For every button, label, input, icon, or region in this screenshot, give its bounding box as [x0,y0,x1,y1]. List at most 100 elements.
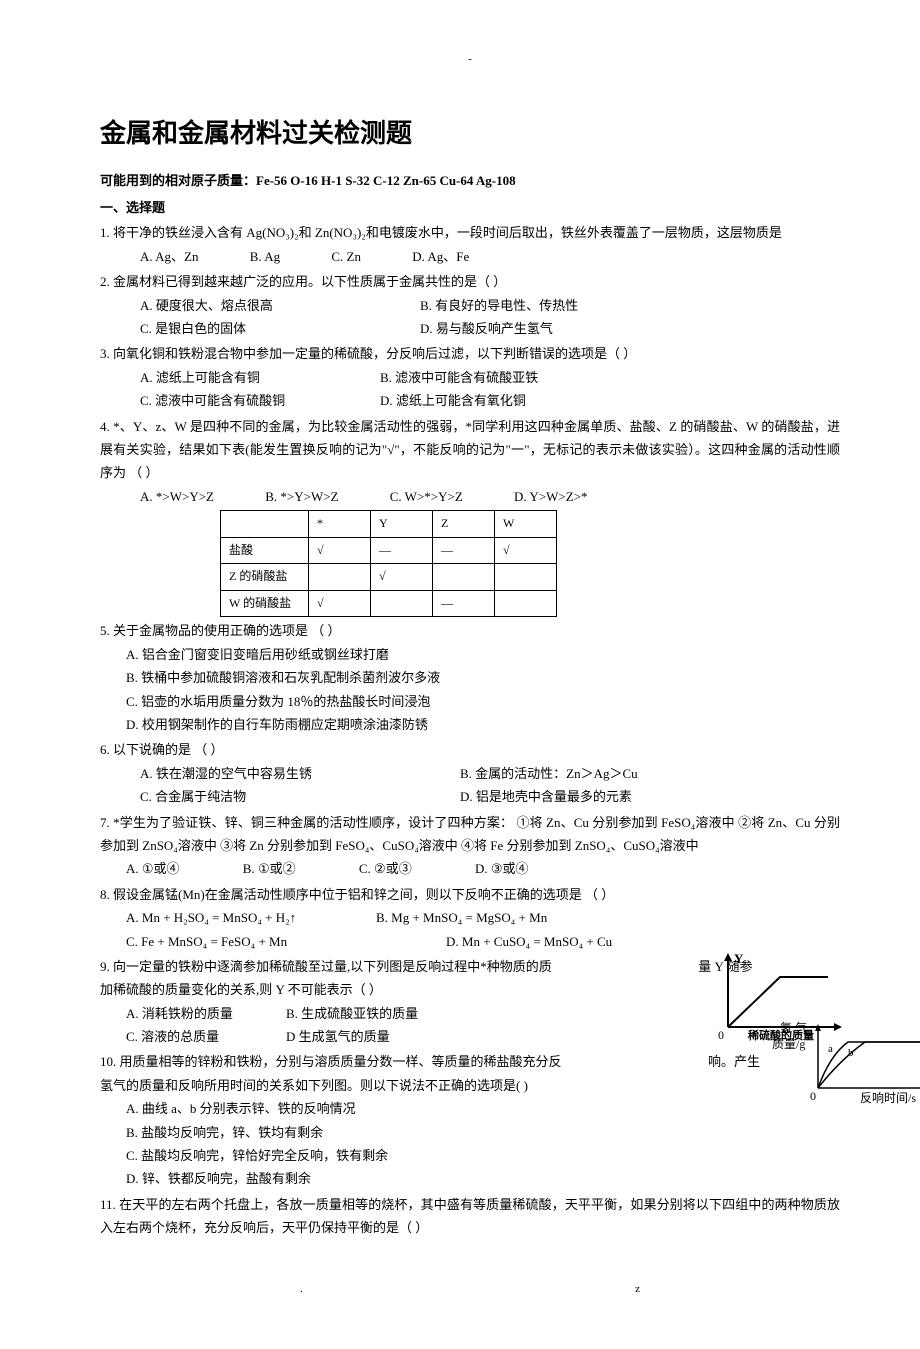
q4-opt-b: B. *>Y>W>Z [265,485,338,508]
q10-opt-d: D. 锌、铁都反响完，盐酸有剩余 [126,1167,840,1190]
q2-opt-b: B. 有良好的导电性、传热性 [420,294,700,317]
q1-opt-b: B. Ag [250,245,280,268]
q2-options: A. 硬度很大、熔点很高B. 有良好的导电性、传热性 C. 是银白色的固体D. … [100,294,840,341]
q1-text: 1. 将干净的铁丝浸入含有 Ag(NO₃)₂和 Zn(NO₃)₂和电镀废水中，一… [100,221,840,244]
q3-opt-d: D. 滤纸上可能含有氧化铜 [380,389,660,412]
q7-text: 7. *学生为了验证铁、锌、铜三种金属的活动性顺序，设计了四种方案： ①将 Zn… [100,811,840,858]
q5-opt-c: C. 铝壶的水垢用质量分数为 18％的热盐酸长时间浸泡 [126,690,840,713]
question-6: 6. 以下说确的是 （ ） A. 铁在潮湿的空气中容易生锈B. 金属的活动性：Z… [100,738,840,808]
q4-table: * Y Z W 盐酸 √ — — √ Z 的硝酸盐 √ W 的硝酸盐 √ — [220,510,557,617]
q10-ylabel-2: 质量/g [772,1037,805,1051]
q9-opt-b: B. 生成硫酸亚铁的质量 [286,1006,418,1021]
q6-opt-b: B. 金属的活动性：Zn＞Ag＞Cu [460,762,740,785]
q10-text-3: 氢气的质量和反响所用时间的关系如下列图。则以下说法不正确的选项是( ) [100,1074,840,1097]
q10-chart-svg: 氢 气 质量/g a b 0 反响时间/s [730,1020,920,1108]
q6-opt-d: D. 铝是地壳中含量最多的元素 [460,785,740,808]
q8-opt-a: A. Mn + H₂SO₄ = MnSO₄ + H₂↑ [126,906,376,929]
q8-opt-b: B. Mg + MnSO₄ = MgSO₄ + Mn [376,910,547,925]
q9-opt-c: C. 溶液的总质量 [126,1025,286,1048]
q4-opt-d: D. Y>W>Z>* [514,485,588,508]
q10-options: A. 曲线 a、b 分别表示锌、铁的反响情况 B. 盐酸均反响完，锌、铁均有剩余… [100,1097,840,1191]
question-4: 4. *、Y、z、W 是四种不同的金属，为比较金属活动性的强弱，*同学利用这四种… [100,415,840,618]
table-cell [495,590,557,617]
q9-origin: 0 [718,1028,724,1041]
table-cell [371,590,433,617]
q10-opt-b: B. 盐酸均反响完，锌、铁均有剩余 [126,1121,840,1144]
table-cell [309,564,371,591]
q4-opt-a: A. *>W>Y>Z [140,485,214,508]
q5-text: 5. 关于金属物品的使用正确的选项是 （ ） [100,619,840,642]
q10-xlabel: 反响时间/s [860,1090,916,1105]
q9-text-1: 9. 向一定量的铁粉中逐滴参加稀硫酸至过量,以下列图是反响过程中*种物质的质 [100,959,552,974]
table-cell: Z [433,511,495,538]
question-9: Y 0 稀硫酸的质量 9. 向一定量的铁粉中逐滴参加稀硫酸至过量,以下列图是反响… [100,955,840,1049]
table-cell: — [433,537,495,564]
table-row: Z 的硝酸盐 √ [221,564,557,591]
q9-ylabel: Y [734,951,744,966]
q6-options: A. 铁在潮湿的空气中容易生锈B. 金属的活动性：Zn＞Ag＞Cu C. 合金属… [100,762,840,809]
q5-opt-b: B. 铁桶中参加硫酸铜溶液和石灰乳配制杀菌剂波尔多液 [126,666,840,689]
question-1: 1. 将干净的铁丝浸入含有 Ag(NO₃)₂和 Zn(NO₃)₂和电镀废水中，一… [100,221,840,268]
q1-opt-c: C. Zn [331,245,361,268]
q2-text: 2. 金属材料已得到越来越广泛的应用。以下性质属于金属共性的是（ ） [100,270,840,293]
q3-opt-b: B. 滤液中可能含有硫酸亚铁 [380,366,660,389]
q3-text: 3. 向氧化铜和铁粉混合物中参加一定量的稀硫酸，分反响后过滤，以下判断错误的选项… [100,342,840,365]
table-cell: W 的硝酸盐 [221,590,309,617]
q4-opt-c: C. W>*>Y>Z [390,485,463,508]
table-cell: * [309,511,371,538]
table-cell: √ [371,564,433,591]
question-7: 7. *学生为了验证铁、锌、铜三种金属的活动性顺序，设计了四种方案： ①将 Zn… [100,811,840,881]
q7-opt-d: D. ③或④ [475,857,529,880]
q4-options: A. *>W>Y>Z B. *>Y>W>Z C. W>*>Y>Z D. Y>W>… [100,485,840,508]
table-cell: √ [495,537,557,564]
table-cell [495,564,557,591]
q1-opt-a: A. Ag、Zn [140,245,199,268]
q8-opt-c: C. Fe + MnSO₄ = FeSO₄ + Mn [126,930,446,953]
table-row: W 的硝酸盐 √ — [221,590,557,617]
question-3: 3. 向氧化铜和铁粉混合物中参加一定量的稀硫酸，分反响后过滤，以下判断错误的选项… [100,342,840,412]
q10-label-a: a [828,1043,833,1055]
q6-opt-c: C. 合金属于纯洁物 [140,785,460,808]
q10-opt-c: C. 盐酸均反响完，锌恰好完全反响，铁有剩余 [126,1144,840,1167]
q11-text: 11. 在天平的左右两个托盘上，各放一质量相等的烧杯，其中盛有等质量稀硫酸，天平… [100,1193,840,1240]
table-cell [221,511,309,538]
atomic-mass-line: 可能用到的相对原子质量：Fe-56 O-16 H-1 S-32 C-12 Zn-… [100,169,840,192]
table-cell: 盐酸 [221,537,309,564]
q4-text: 4. *、Y、z、W 是四种不同的金属，为比较金属活动性的强弱，*同学利用这四种… [100,415,840,485]
q10-origin: 0 [810,1089,816,1103]
q1-opt-d: D. Ag、Fe [412,245,469,268]
table-cell: — [433,590,495,617]
footer-left: . [300,1280,303,1300]
q2-opt-a: A. 硬度很大、熔点很高 [140,294,420,317]
q9-opt-d: D 生成氢气的质量 [286,1029,390,1044]
q2-opt-d: D. 易与酸反响产生氢气 [420,317,700,340]
q10-ylabel-1: 氢 气 [780,1020,807,1035]
q2-opt-c: C. 是银白色的固体 [140,317,420,340]
q3-options: A. 滤纸上可能含有铜B. 滤液中可能含有硫酸亚铁 C. 滤液中可能含有硫酸铜D… [100,366,840,413]
q10-text: 10. 用质量相等的锌粉和铁粉，分别与溶质质量分数一样、等质量的稀盐酸充分反 响… [100,1050,840,1073]
q6-opt-a: A. 铁在潮湿的空气中容易生锈 [140,762,460,785]
q7-opt-b: B. ①或② [243,857,296,880]
page-marker-top: - [100,50,840,70]
atomic-mass-label: 可能用到的相对原子质量： [100,173,256,188]
table-cell: W [495,511,557,538]
question-5: 5. 关于金属物品的使用正确的选项是 （ ） A. 铝合金门窗变旧变暗后用砂纸或… [100,619,840,736]
table-cell: Z 的硝酸盐 [221,564,309,591]
q10-text-1: 10. 用质量相等的锌粉和铁粉，分别与溶质质量分数一样、等质量的稀盐酸充分反 [100,1054,562,1069]
q5-opt-a: A. 铝合金门窗变旧变暗后用砂纸或钢丝球打磨 [126,643,840,666]
q8-opt-d: D. Mn + CuSO₄ = MnSO₄ + Cu [446,934,612,949]
footer-right: z [635,1280,640,1300]
q3-opt-c: C. 滤液中可能含有硫酸铜 [140,389,380,412]
q5-options: A. 铝合金门窗变旧变暗后用砂纸或钢丝球打磨 B. 铁桶中参加硫酸铜溶液和石灰乳… [100,643,840,737]
question-8: 8. 假设金属锰(Mn)在金属活动性顺序中位于铝和锌之间，则以下反响不正确的选项… [100,883,840,953]
table-cell: — [371,537,433,564]
table-row: * Y Z W [221,511,557,538]
q9-opt-a: A. 消耗铁粉的质量 [126,1002,286,1025]
q8-text: 8. 假设金属锰(Mn)在金属活动性顺序中位于铝和锌之间，则以下反响不正确的选项… [100,883,840,906]
q1-options: A. Ag、Zn B. Ag C. Zn D. Ag、Fe [100,245,840,268]
q8-options: A. Mn + H₂SO₄ = MnSO₄ + H₂↑B. Mg + MnSO₄… [100,906,840,953]
page-footer: . z [100,1280,840,1300]
question-10: 10. 用质量相等的锌粉和铁粉，分别与溶质质量分数一样、等质量的稀盐酸充分反 响… [100,1050,840,1190]
section-1-title: 一、选择题 [100,196,840,219]
q5-opt-d: D. 校用钢架制作的自行车防雨棚应定期喷涂油漆防锈 [126,713,840,736]
